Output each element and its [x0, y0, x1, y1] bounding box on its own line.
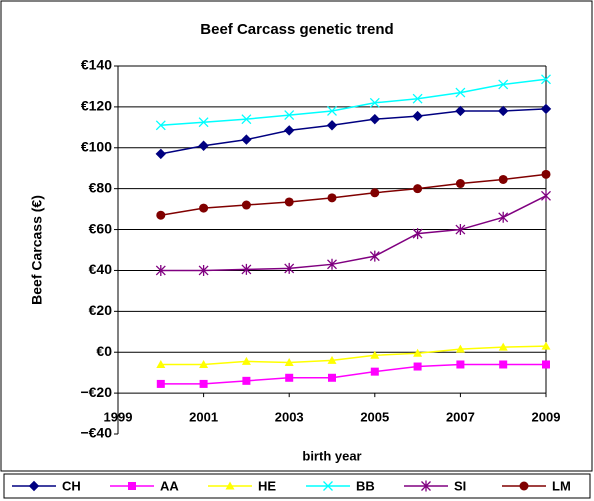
y-tick-label: €40 — [89, 261, 113, 277]
marker — [498, 79, 509, 90]
x-axis-label: birth year — [302, 448, 361, 463]
marker — [156, 379, 165, 388]
marker — [497, 105, 509, 117]
marker — [198, 140, 209, 151]
x-tick-label: 2009 — [532, 410, 561, 425]
marker — [327, 106, 337, 116]
marker — [327, 193, 337, 203]
marker — [199, 379, 208, 388]
marker — [519, 481, 529, 491]
y-tick-label: €60 — [89, 220, 113, 236]
marker — [241, 356, 251, 365]
marker — [456, 360, 465, 369]
marker — [413, 184, 423, 194]
marker — [540, 103, 552, 115]
marker — [541, 190, 551, 202]
marker — [412, 228, 423, 240]
marker — [156, 359, 166, 368]
y-axis-label: Beef Carcass (€) — [29, 195, 45, 305]
y-tick-label: €80 — [89, 179, 113, 195]
x-tick-label: 1999 — [104, 410, 133, 425]
marker — [323, 481, 333, 491]
x-tick-label: 2005 — [360, 410, 389, 425]
marker — [241, 114, 252, 125]
legend-label: BB — [356, 478, 375, 493]
series-line — [160, 195, 547, 272]
series-line — [160, 345, 547, 366]
series-line — [160, 108, 547, 155]
marker — [284, 110, 295, 121]
marker — [155, 120, 166, 131]
marker — [498, 342, 508, 351]
legend-label: LM — [552, 478, 571, 493]
marker — [413, 348, 423, 357]
legend-box — [3, 473, 591, 499]
y-tick-label: €140 — [81, 57, 112, 73]
marker — [284, 197, 294, 207]
marker — [498, 174, 508, 184]
series-line — [160, 363, 546, 385]
marker — [455, 87, 466, 98]
marker — [370, 367, 379, 376]
series-line — [160, 78, 547, 127]
y-tick-label: €120 — [81, 98, 112, 114]
marker — [541, 341, 551, 350]
marker — [199, 359, 209, 368]
y-tick-label: −€40 — [80, 425, 112, 441]
marker — [413, 362, 422, 371]
marker — [370, 350, 380, 359]
marker — [284, 262, 295, 274]
y-tick-label: −€20 — [80, 384, 112, 400]
marker — [155, 148, 167, 160]
marker — [541, 74, 551, 85]
marker — [28, 480, 40, 492]
marker — [198, 264, 209, 276]
y-tick-label: €0 — [96, 343, 112, 359]
marker — [225, 481, 235, 490]
chart-title: Beef Carcass genetic trend — [200, 21, 393, 38]
marker — [327, 355, 337, 364]
legend-label: HE — [258, 478, 276, 493]
marker — [498, 211, 509, 223]
series-line — [160, 173, 547, 216]
marker — [327, 258, 337, 270]
marker — [242, 376, 251, 385]
x-tick-label: 2001 — [189, 410, 218, 425]
marker — [328, 373, 336, 382]
marker — [285, 373, 294, 382]
marker — [128, 482, 136, 490]
marker — [241, 200, 251, 210]
marker — [412, 110, 423, 122]
x-tick-label: 2007 — [446, 410, 475, 425]
legend-label: CH — [62, 478, 81, 493]
marker — [241, 263, 252, 275]
marker — [499, 360, 508, 369]
marker — [455, 105, 466, 117]
marker — [155, 264, 166, 276]
marker — [455, 344, 465, 353]
marker — [455, 224, 466, 236]
marker — [369, 250, 380, 262]
marker — [326, 120, 338, 131]
x-tick-label: 2003 — [275, 410, 304, 425]
y-tick-label: €20 — [89, 302, 113, 318]
marker — [199, 203, 209, 213]
marker — [241, 134, 252, 145]
marker — [369, 113, 381, 125]
y-tick-label: €100 — [81, 138, 112, 154]
marker — [370, 188, 380, 198]
marker — [455, 179, 465, 189]
legend-label: AA — [160, 478, 179, 493]
marker — [284, 357, 294, 366]
legend-label: SI — [454, 478, 466, 493]
marker — [283, 125, 295, 136]
marker — [542, 360, 550, 369]
marker — [421, 480, 431, 492]
marker — [412, 93, 423, 104]
marker — [198, 117, 209, 128]
marker — [541, 169, 551, 179]
marker — [156, 210, 166, 220]
marker — [369, 97, 380, 108]
